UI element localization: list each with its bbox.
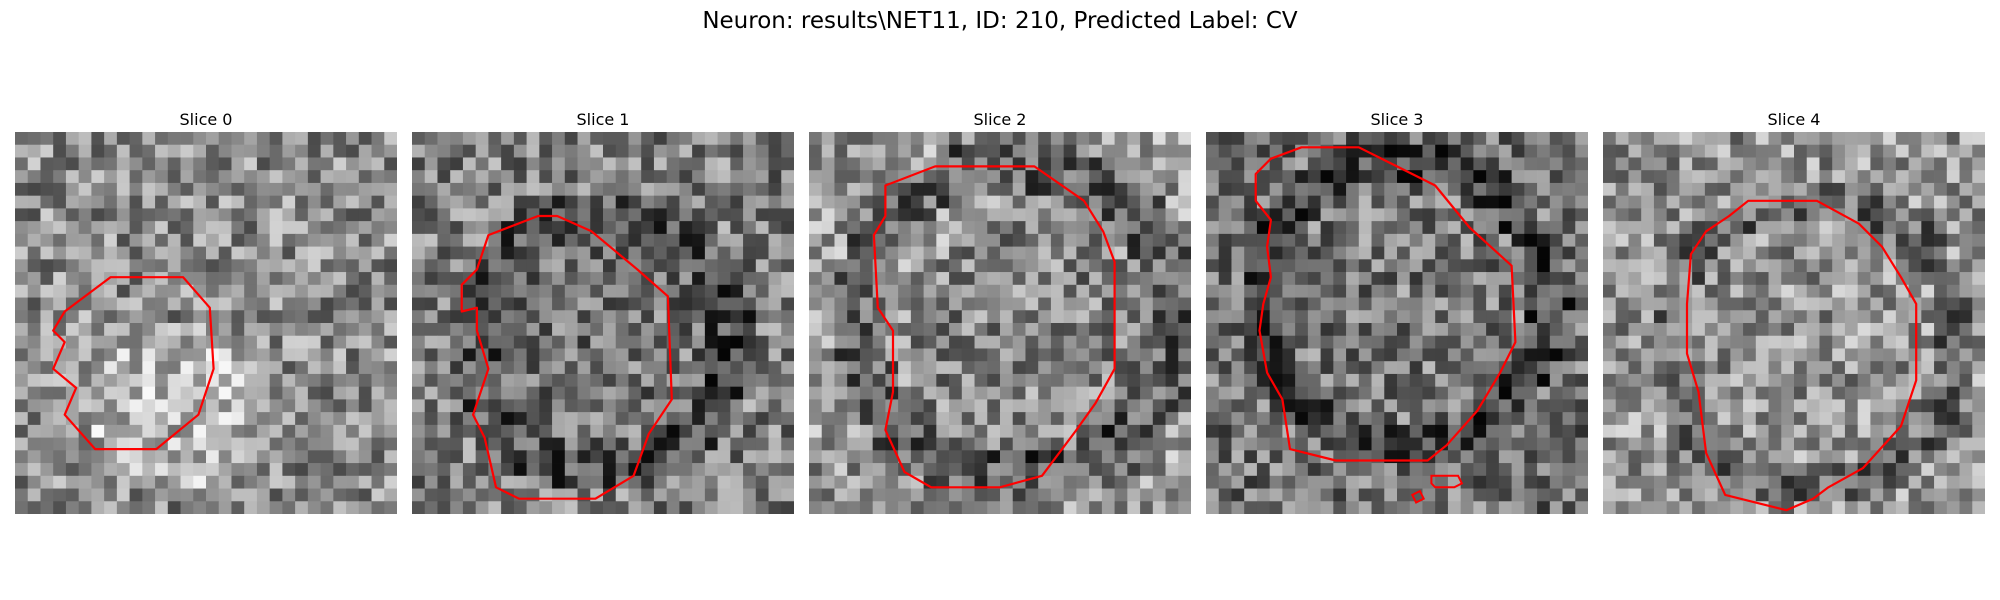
segmentation-contour-fragment [1410,489,1426,504]
slice-image [809,132,1191,514]
figure-title: Neuron: results\NET11, ID: 210, Predicte… [702,8,1298,34]
slice-panel-3: Slice 3 [1206,108,1588,514]
segmentation-contour [460,214,673,500]
pixel-grid [1603,132,1985,514]
slice-image [1206,132,1588,514]
slice-title: Slice 4 [1767,110,1821,129]
pixel-grid [1206,132,1588,514]
slice-panel-2: Slice 2 [809,108,1191,514]
slice-title: Slice 1 [576,110,630,129]
slice-title: Slice 3 [1370,110,1424,129]
pixel-grid [15,132,397,514]
slice-image [15,132,397,514]
segmentation-contour [872,165,1116,489]
slice-title: Slice 2 [973,110,1027,129]
slice-panel-4: Slice 4 [1603,108,1985,514]
slice-image [1603,132,1985,514]
slice-panel-1: Slice 1 [412,108,794,514]
segmentation-contour [1685,199,1918,512]
pixel-grid [412,132,794,514]
segmentation-contour [52,276,215,451]
slice-title: Slice 0 [179,110,233,129]
pixel-grid [809,132,1191,514]
segmentation-contour-fragment [1430,474,1464,489]
slice-panel-0: Slice 0 [15,108,397,514]
segmentation-contour [1254,146,1517,462]
slice-image [412,132,794,514]
